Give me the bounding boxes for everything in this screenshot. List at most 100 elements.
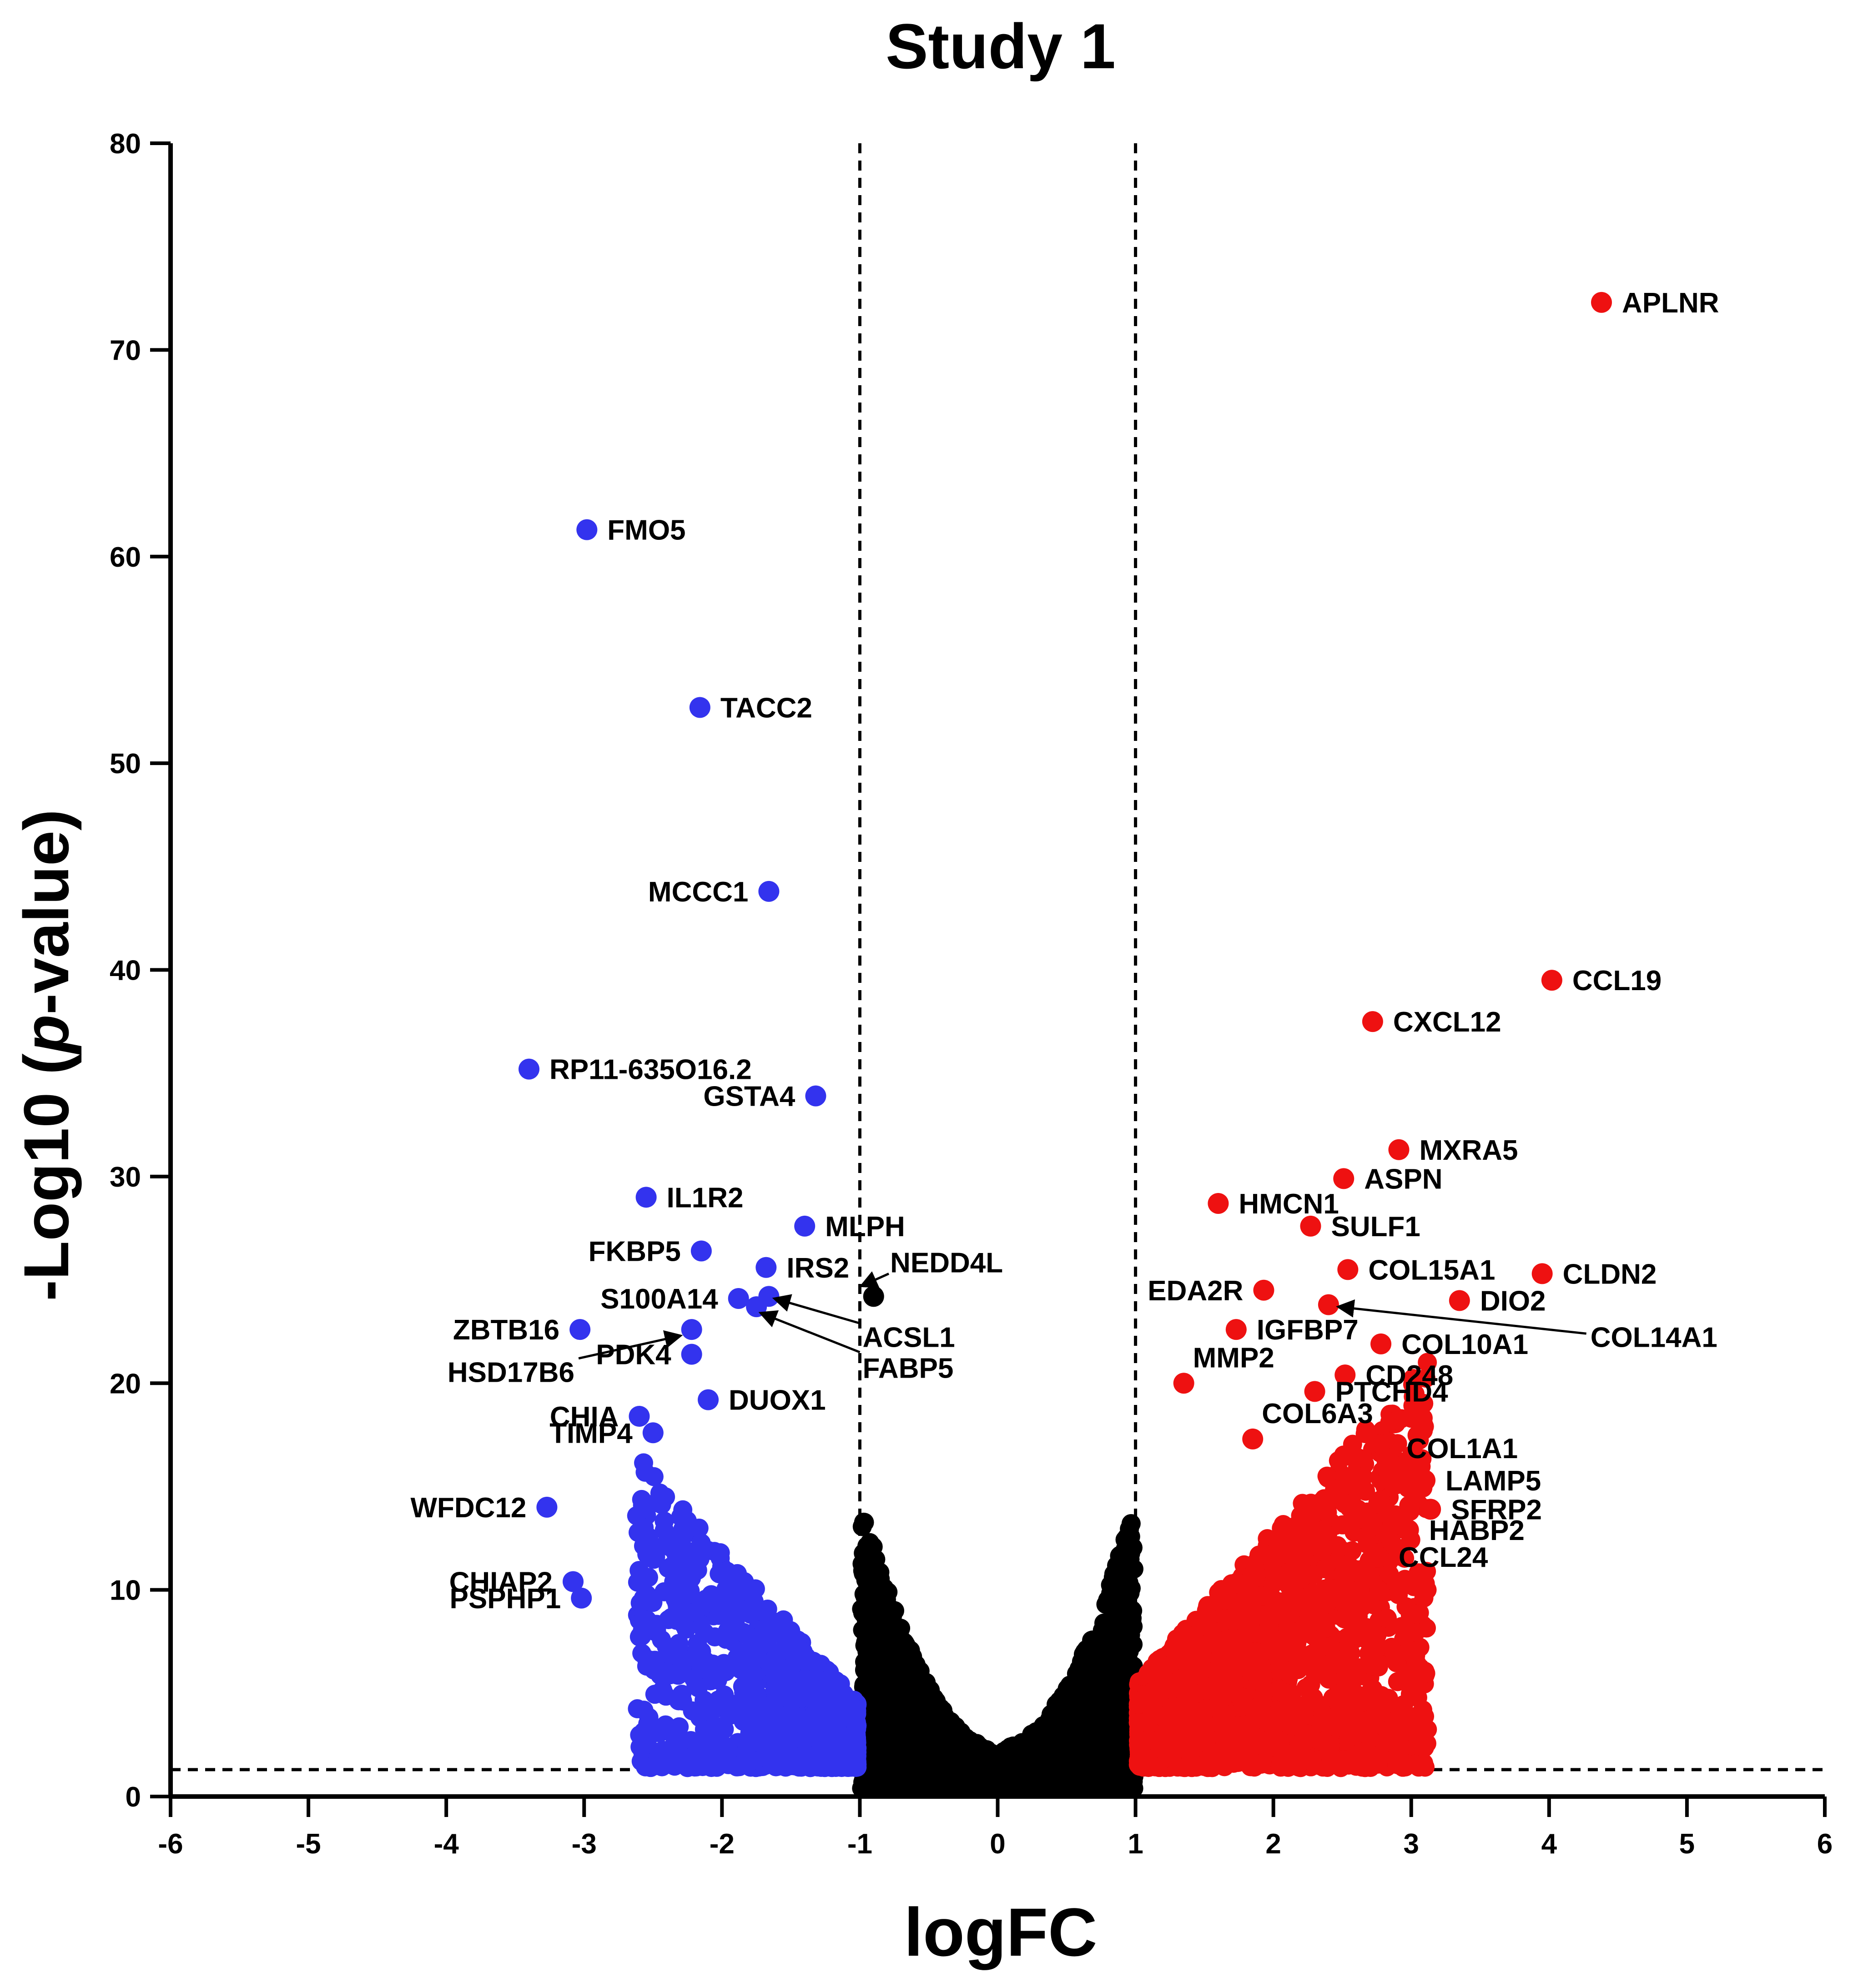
data-point <box>874 1702 893 1722</box>
data-point <box>671 1507 690 1526</box>
data-point <box>727 1648 747 1667</box>
data-point <box>628 1699 647 1719</box>
data-point <box>962 1751 982 1771</box>
data-point <box>669 1634 689 1653</box>
data-point <box>718 1737 737 1756</box>
data-point <box>632 1490 651 1509</box>
data-point <box>1109 1688 1129 1707</box>
data-point <box>878 1608 898 1627</box>
data-point <box>689 1678 708 1697</box>
data-point <box>1068 1708 1088 1728</box>
data-point <box>755 1727 775 1746</box>
data-point <box>655 1582 674 1601</box>
data-point <box>1061 1756 1081 1776</box>
data-point <box>710 1564 729 1584</box>
data-point <box>741 1598 760 1617</box>
data-point <box>1401 1623 1420 1642</box>
data-point <box>841 1757 861 1777</box>
data-point <box>1380 1565 1399 1584</box>
data-point <box>1066 1674 1086 1694</box>
data-point <box>1350 1580 1370 1600</box>
data-point <box>1356 1527 1375 1547</box>
data-point <box>634 1453 654 1473</box>
data-point <box>864 1573 884 1592</box>
data-point <box>811 1686 830 1705</box>
data-point <box>860 1533 880 1552</box>
data-point <box>1418 1353 1437 1372</box>
data-point <box>1119 1559 1139 1578</box>
data-point <box>1096 1595 1116 1614</box>
data-point <box>902 1649 922 1669</box>
data-point <box>906 1778 926 1798</box>
data-point <box>637 1545 657 1564</box>
data-point <box>1380 1412 1400 1432</box>
data-point <box>720 1706 740 1725</box>
data-point <box>1039 1776 1059 1795</box>
data-point <box>1117 1778 1137 1798</box>
data-point <box>1062 1730 1082 1749</box>
data-point <box>1110 1746 1130 1766</box>
data-point <box>772 1659 792 1678</box>
data-point <box>879 1774 899 1794</box>
data-point <box>716 1662 735 1681</box>
data-point <box>948 1764 967 1783</box>
data-point <box>791 1714 811 1733</box>
data-point <box>669 1691 688 1711</box>
data-point <box>1090 1731 1110 1751</box>
data-point <box>780 1754 800 1773</box>
data-point <box>683 1701 702 1721</box>
data-point <box>1389 1585 1408 1604</box>
data-point <box>928 1758 947 1777</box>
data-point <box>997 1760 1017 1780</box>
data-point <box>675 1615 694 1635</box>
data-point <box>963 1778 982 1798</box>
data-point <box>934 1717 953 1737</box>
data-point <box>684 1555 704 1575</box>
data-point <box>945 1748 964 1768</box>
data-point <box>844 1702 863 1722</box>
data-point <box>758 1599 777 1619</box>
data-point <box>1245 1560 1265 1579</box>
data-point <box>695 1659 714 1678</box>
data-point <box>808 1654 827 1674</box>
data-point <box>1406 1646 1425 1666</box>
data-point <box>1245 1623 1264 1643</box>
data-point <box>629 1560 649 1580</box>
data-point <box>808 1716 828 1735</box>
data-point <box>770 1708 790 1727</box>
data-point <box>902 1714 921 1733</box>
data-point <box>901 1673 921 1692</box>
data-point <box>1336 1579 1355 1599</box>
data-point <box>645 1685 665 1704</box>
data-point <box>709 1605 728 1625</box>
data-point <box>698 1721 718 1740</box>
data-point <box>1388 1672 1407 1691</box>
data-point <box>644 1660 664 1680</box>
data-point <box>898 1753 917 1773</box>
data-point <box>930 1776 950 1796</box>
data-point <box>1105 1657 1124 1677</box>
data-point <box>1005 1738 1024 1758</box>
data-point <box>855 1661 875 1680</box>
data-point <box>990 1776 1009 1796</box>
data-point <box>736 1748 756 1768</box>
data-point <box>691 1533 711 1553</box>
data-point <box>1043 1727 1063 1746</box>
data-point <box>634 1614 654 1633</box>
data-point <box>745 1676 765 1695</box>
data-point <box>709 1690 728 1710</box>
data-point <box>1121 1514 1141 1533</box>
data-point <box>946 1778 965 1798</box>
data-point <box>870 1731 890 1750</box>
data-point <box>1391 1702 1410 1721</box>
data-point <box>809 1751 828 1770</box>
data-point <box>722 1576 741 1595</box>
data-point <box>1113 1599 1133 1618</box>
data-point <box>755 1696 774 1716</box>
data-point <box>1088 1686 1108 1705</box>
data-point <box>854 1512 873 1532</box>
data-point <box>1010 1773 1029 1793</box>
data-point <box>1077 1640 1096 1659</box>
data-point <box>710 1543 730 1563</box>
